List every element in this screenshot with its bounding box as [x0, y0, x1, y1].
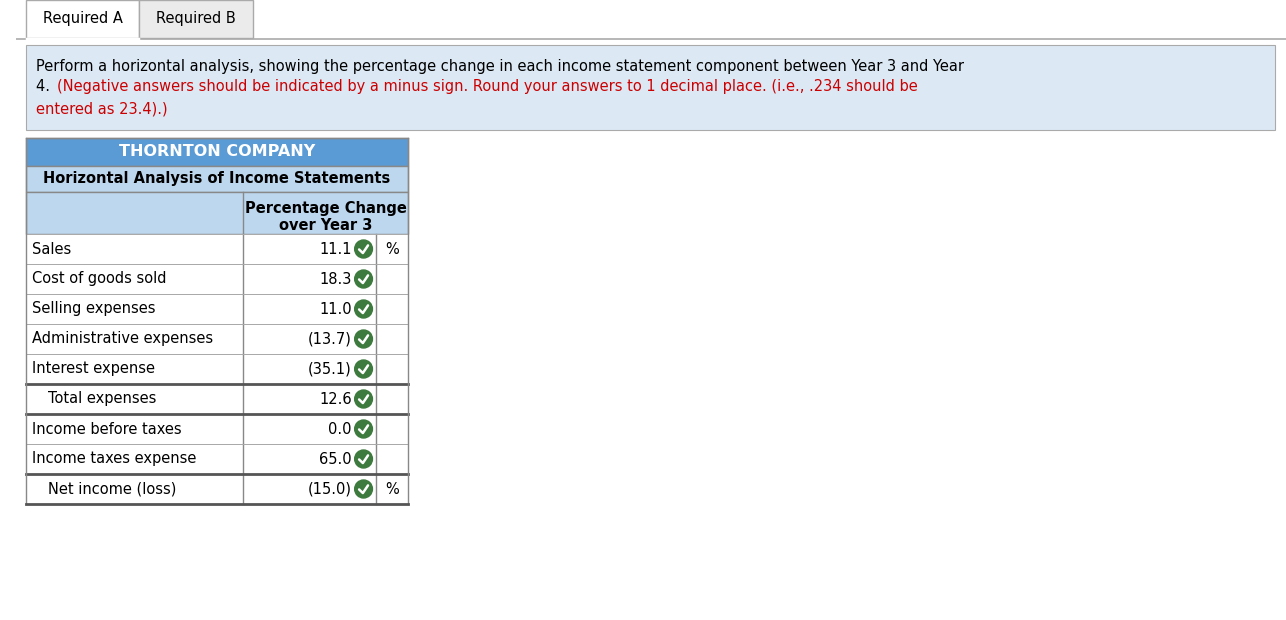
Text: Horizontal Analysis of Income Statements: Horizontal Analysis of Income Statements	[44, 172, 391, 187]
FancyBboxPatch shape	[26, 294, 408, 324]
FancyBboxPatch shape	[26, 192, 408, 234]
Text: 12.6: 12.6	[319, 391, 351, 407]
FancyBboxPatch shape	[26, 138, 408, 166]
Text: %: %	[386, 482, 399, 497]
Text: (15.0): (15.0)	[307, 482, 351, 497]
FancyBboxPatch shape	[26, 414, 408, 444]
FancyBboxPatch shape	[26, 384, 408, 414]
Circle shape	[355, 420, 373, 438]
Text: Percentage Change: Percentage Change	[244, 202, 406, 216]
Text: (13.7): (13.7)	[307, 332, 351, 347]
FancyBboxPatch shape	[26, 45, 1276, 130]
Text: 65.0: 65.0	[319, 451, 351, 466]
Text: over Year 3: over Year 3	[279, 218, 372, 232]
Text: Required B: Required B	[157, 12, 237, 27]
Text: Perform a horizontal analysis, showing the percentage change in each income stat: Perform a horizontal analysis, showing t…	[36, 59, 963, 74]
Circle shape	[355, 300, 373, 318]
Text: (Negative answers should be indicated by a minus sign. Round your answers to 1 d: (Negative answers should be indicated by…	[58, 79, 918, 94]
Text: Required A: Required A	[42, 12, 122, 27]
FancyBboxPatch shape	[26, 444, 408, 474]
Circle shape	[355, 450, 373, 468]
Text: 11.0: 11.0	[319, 301, 351, 316]
Circle shape	[355, 390, 373, 408]
Text: (35.1): (35.1)	[307, 361, 351, 376]
Circle shape	[355, 270, 373, 288]
FancyBboxPatch shape	[26, 264, 408, 294]
FancyBboxPatch shape	[26, 354, 408, 384]
Circle shape	[355, 480, 373, 498]
Text: 0.0: 0.0	[328, 422, 351, 436]
Text: Income before taxes: Income before taxes	[32, 422, 181, 436]
Circle shape	[355, 240, 373, 258]
Text: THORNTON COMPANY: THORNTON COMPANY	[118, 144, 315, 159]
Text: %: %	[386, 242, 399, 257]
Text: Interest expense: Interest expense	[32, 361, 154, 376]
Text: 18.3: 18.3	[319, 272, 351, 286]
Text: Cost of goods sold: Cost of goods sold	[32, 272, 166, 286]
FancyBboxPatch shape	[26, 0, 139, 38]
Text: Income taxes expense: Income taxes expense	[32, 451, 195, 466]
FancyBboxPatch shape	[26, 324, 408, 354]
Text: entered as 23.4).): entered as 23.4).)	[36, 101, 167, 116]
Text: Selling expenses: Selling expenses	[32, 301, 156, 316]
Text: Net income (loss): Net income (loss)	[48, 482, 176, 497]
Circle shape	[355, 360, 373, 378]
Circle shape	[355, 330, 373, 348]
FancyBboxPatch shape	[26, 166, 408, 192]
Text: Sales: Sales	[32, 242, 71, 257]
FancyBboxPatch shape	[26, 234, 408, 264]
Text: 11.1: 11.1	[319, 242, 351, 257]
Text: Total expenses: Total expenses	[48, 391, 156, 407]
FancyBboxPatch shape	[26, 474, 408, 504]
Text: 4.: 4.	[36, 79, 54, 94]
Text: Administrative expenses: Administrative expenses	[32, 332, 213, 347]
FancyBboxPatch shape	[139, 0, 253, 38]
